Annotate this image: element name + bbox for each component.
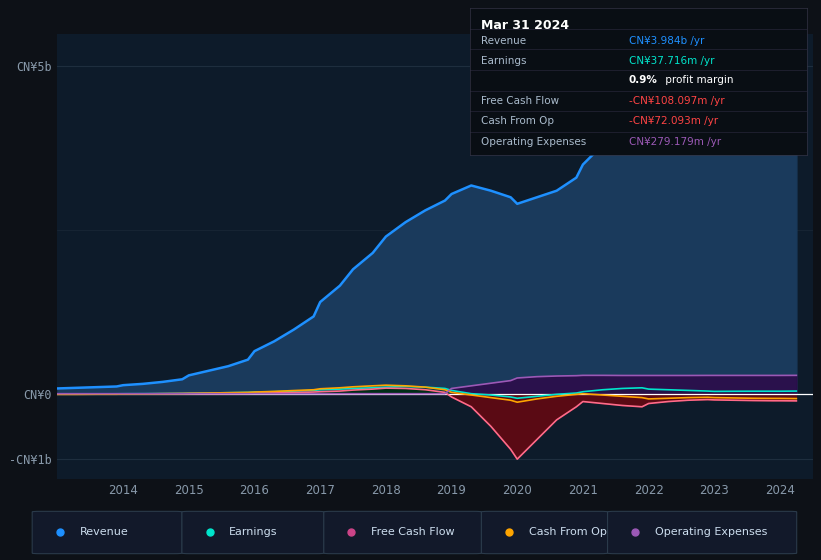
Text: CN¥279.179m /yr: CN¥279.179m /yr [629, 137, 721, 147]
Text: Earnings: Earnings [229, 527, 277, 537]
FancyBboxPatch shape [323, 511, 481, 554]
Text: profit margin: profit margin [663, 75, 734, 85]
Text: Cash From Op: Cash From Op [480, 116, 553, 127]
Text: Earnings: Earnings [480, 56, 526, 66]
Text: Operating Expenses: Operating Expenses [655, 527, 767, 537]
Text: -CN¥108.097m /yr: -CN¥108.097m /yr [629, 96, 724, 106]
Text: Revenue: Revenue [480, 36, 525, 46]
FancyBboxPatch shape [481, 511, 608, 554]
Text: Revenue: Revenue [80, 527, 128, 537]
Text: Mar 31 2024: Mar 31 2024 [480, 18, 569, 32]
FancyBboxPatch shape [32, 511, 182, 554]
Text: Cash From Op: Cash From Op [529, 527, 607, 537]
Text: Free Cash Flow: Free Cash Flow [480, 96, 558, 106]
FancyBboxPatch shape [182, 511, 323, 554]
Text: CN¥37.716m /yr: CN¥37.716m /yr [629, 56, 714, 66]
Text: Operating Expenses: Operating Expenses [480, 137, 585, 147]
Text: CN¥3.984b /yr: CN¥3.984b /yr [629, 36, 704, 46]
FancyBboxPatch shape [608, 511, 796, 554]
Text: -CN¥72.093m /yr: -CN¥72.093m /yr [629, 116, 718, 127]
Text: 0.9%: 0.9% [629, 75, 658, 85]
Text: Free Cash Flow: Free Cash Flow [371, 527, 455, 537]
